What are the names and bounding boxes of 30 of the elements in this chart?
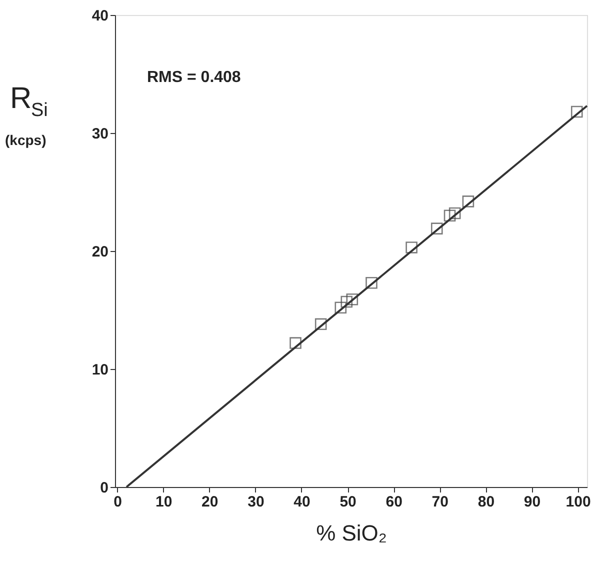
x-tick-label: 0 <box>114 494 122 510</box>
x-tick-label: 30 <box>248 494 264 510</box>
x-tick-label: 60 <box>386 494 402 510</box>
y-tick-label: 10 <box>92 362 108 378</box>
point <box>462 196 474 208</box>
x-tick-label: 50 <box>340 494 356 510</box>
x-tick-label: 20 <box>202 494 218 510</box>
y-tick-label: 20 <box>92 244 108 260</box>
annotation: RMS = 0.408 <box>147 69 241 86</box>
point <box>334 302 347 314</box>
x-tick-label: 10 <box>156 494 172 510</box>
point <box>366 276 378 289</box>
y-tick-label: 30 <box>92 126 108 142</box>
point <box>290 337 302 349</box>
x-tick-label: 90 <box>524 494 541 510</box>
point <box>430 222 443 234</box>
x-tick-label: 70 <box>432 494 448 510</box>
y-tick-label: 40 <box>92 8 108 24</box>
x-tick-label: 100 <box>566 494 591 510</box>
point <box>406 242 418 254</box>
point <box>314 318 327 330</box>
point <box>340 296 353 308</box>
point <box>570 106 583 118</box>
x-tick-label: 80 <box>478 494 495 510</box>
point <box>444 210 456 222</box>
x-axis-title: % SiO₂ <box>316 520 387 546</box>
x-tick-label: 40 <box>294 494 310 510</box>
point <box>346 293 358 306</box>
y-tick-label: 0 <box>100 480 108 496</box>
point <box>448 207 461 220</box>
